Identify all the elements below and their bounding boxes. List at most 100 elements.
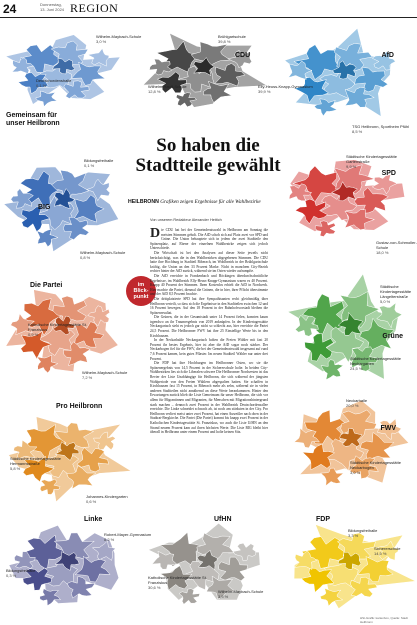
district-area [288, 183, 313, 202]
label-name: Johannes-Kindergarten [86, 494, 128, 499]
district-area [52, 315, 75, 336]
label-value: 3,0 % [350, 470, 361, 475]
label-value: 39,9 % [258, 89, 271, 94]
label-value: 14,5 % [374, 551, 387, 556]
label-value: 0,1 % [36, 83, 47, 88]
fwv-label-1: Neckarhalle 20,0 % [346, 398, 367, 408]
district-area [10, 313, 36, 336]
label-value: 0,6 % [86, 499, 97, 504]
ufhn-label-2: Wilhelm-Maybach-Schule 3,5 % [218, 589, 263, 599]
district-area [91, 540, 117, 561]
fdp-map [293, 523, 417, 610]
district-area [376, 302, 403, 329]
district-area [300, 567, 335, 593]
partei-label-1: Katholische Kindertagesstätte St. Franzi… [28, 322, 90, 337]
label-name: Katholische Kindertagesstätte St. Franzi… [148, 575, 207, 585]
fwv-map [293, 399, 410, 487]
label-name: Wilhelm-Hauff-Schule [148, 84, 187, 89]
district-area [304, 333, 334, 362]
label-name: Städtische Kindertagesstätte Längelterst… [380, 284, 412, 299]
cdu-party-name: CDU [235, 52, 251, 59]
district-area [337, 551, 362, 570]
label-value: 5,0 % [380, 299, 391, 304]
district-area [301, 536, 345, 569]
district-area [66, 575, 96, 599]
article-paragraph: Die FDP hat ihre Hochburgen im Heilbronn… [150, 361, 268, 435]
district-area [293, 550, 318, 570]
district-area [203, 80, 233, 103]
label-name: Robert-Mayer-Gymnasium [104, 532, 152, 537]
district-area [218, 556, 249, 582]
label-value: 39,8 % [218, 39, 231, 44]
district-area [149, 58, 173, 76]
district-area [87, 47, 110, 67]
gruene-map [286, 273, 403, 381]
district-area [22, 567, 52, 591]
gruene-label-2: Städtische Kindertagesstätte Neckargarte… [350, 356, 412, 371]
linke-party-name: Linke [84, 516, 103, 523]
pro-map [7, 416, 133, 503]
district-area [359, 317, 395, 353]
cdu-label-2: Wilhelm-Hauff-Schule 12,8 % [148, 84, 187, 94]
pro-party-name: Pro Heilbronn [56, 403, 103, 410]
label-name: Bildungsfreihalle [6, 568, 36, 573]
district-area [54, 551, 80, 571]
district-area [19, 44, 60, 73]
district-area [175, 92, 197, 108]
district-area [337, 311, 364, 336]
gemeinsam-map [4, 34, 121, 108]
ufhn-label-1: Katholische Kindertagesstätte St. Franzi… [148, 575, 210, 590]
district-area [63, 216, 90, 240]
district-area [196, 549, 218, 571]
district-area [66, 465, 97, 490]
district-area [371, 51, 396, 71]
district-area [190, 41, 232, 71]
district-area [339, 290, 380, 329]
fdp-label-2: Sichererschule 14,5 % [374, 546, 400, 556]
label-name: Wilhelm-Maybach-Schule [82, 370, 128, 375]
big-map [3, 166, 120, 253]
fdp-party-name: FDP [316, 516, 330, 523]
label-name: Deutschordenshalle [36, 78, 72, 83]
label-value: 0,8 % [80, 255, 91, 260]
label-value: 0,3 % [6, 573, 17, 578]
fwv-party-name: FWV [380, 425, 396, 432]
district-area [227, 49, 253, 69]
district-area [293, 77, 329, 104]
district-area [87, 305, 110, 327]
district-area [39, 478, 61, 495]
afd-map [283, 27, 396, 118]
district-area [63, 341, 91, 366]
district-area [294, 314, 319, 337]
label-name: TSG Heilbronn, Sportheim Pfühl [352, 124, 410, 129]
district-area [196, 532, 235, 564]
district-area [293, 44, 340, 80]
district-area [330, 181, 358, 202]
district-area [376, 418, 402, 441]
label-value: 9,9 % [346, 164, 357, 169]
district-area [73, 194, 105, 223]
article-paragraph: Die Wirtschaft ist bei den Analysen auf … [150, 250, 268, 274]
article-paragraph: Die AfD erreichte in Frankenbach und Böc… [150, 273, 268, 297]
district-area [357, 556, 394, 583]
district-area [351, 346, 379, 372]
pro-label-2: Johannes-Kindergarten 0,6 % [86, 494, 128, 504]
district-area [10, 188, 34, 209]
fwv-label-2: Städtische Kindertagesstätte Neckarbogen… [350, 460, 412, 475]
label-value: 30,6 % [148, 585, 161, 590]
linke-label-2: Bildungsfreihalle 0,3 % [6, 568, 35, 578]
district-area [294, 198, 328, 225]
district-area [54, 188, 75, 210]
district-area [193, 57, 215, 76]
big-party-name: BIG [38, 204, 51, 211]
ufhn-map [147, 522, 261, 605]
district-area [232, 542, 257, 562]
gemeinsam-label-2: Deutschordenshalle 0,1 % [36, 78, 71, 88]
article-paragraph: Die drittplatzierte SPD hat ihre Sympath… [150, 296, 268, 315]
district-area [85, 178, 111, 202]
spd-map [288, 159, 406, 237]
big-label-2: Wilhelm-Maybach-Schule 0,8 % [80, 250, 125, 260]
district-area [36, 228, 59, 248]
